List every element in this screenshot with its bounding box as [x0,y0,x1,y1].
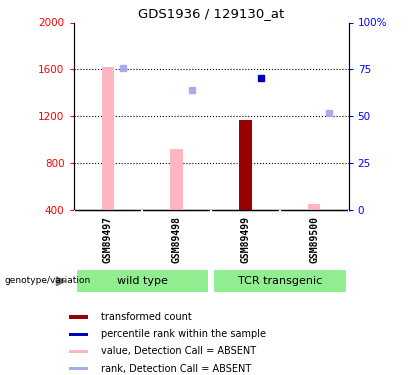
Text: value, Detection Call = ABSENT: value, Detection Call = ABSENT [101,346,256,357]
Text: GSM89500: GSM89500 [309,216,319,262]
Text: GSM89498: GSM89498 [172,216,182,262]
Bar [68,367,88,370]
Bar [239,120,252,210]
Bar [171,149,183,210]
Bar [102,67,114,210]
Text: transformed count: transformed count [101,312,192,322]
Bar [68,350,88,353]
Bar [68,315,88,319]
Text: GSM89499: GSM89499 [240,216,250,262]
Text: rank, Detection Call = ABSENT: rank, Detection Call = ABSENT [101,364,251,374]
Bar [213,269,346,293]
Text: genotype/variation: genotype/variation [4,276,90,285]
Bar [76,269,209,293]
Text: wild type: wild type [117,276,168,286]
Text: GSM89497: GSM89497 [103,216,113,262]
Text: TCR transgenic: TCR transgenic [238,276,322,286]
Text: percentile rank within the sample: percentile rank within the sample [101,329,266,339]
Bar [308,204,320,210]
Title: GDS1936 / 129130_at: GDS1936 / 129130_at [138,7,284,20]
Bar [68,333,88,336]
